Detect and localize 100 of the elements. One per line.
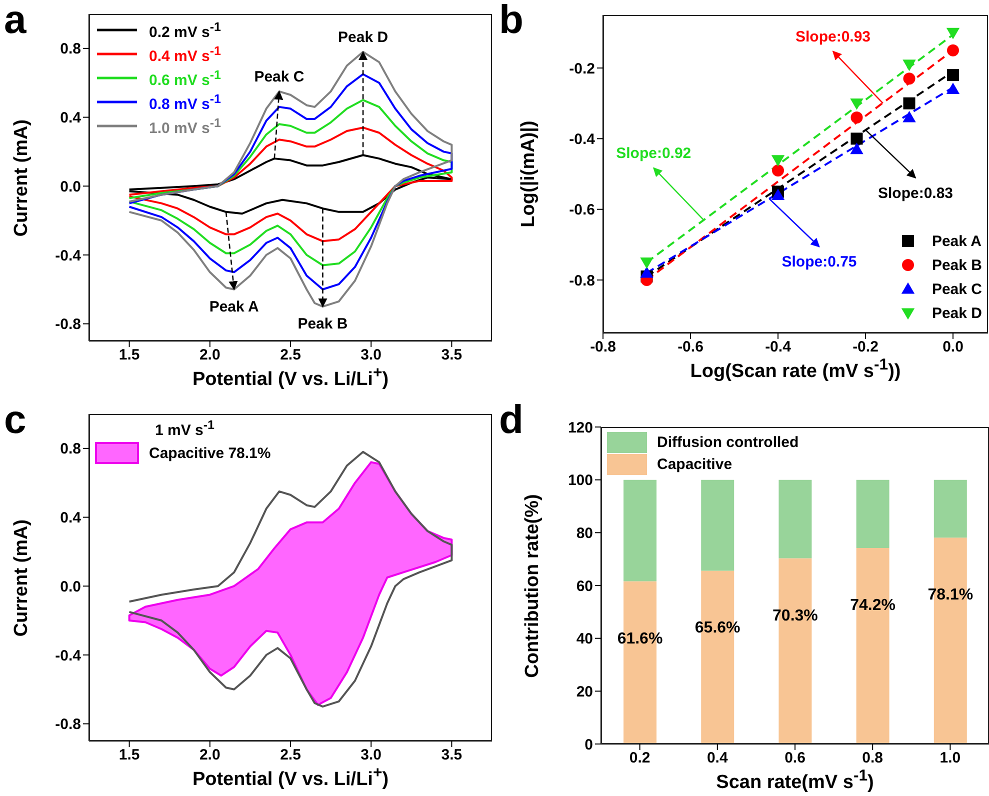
y-tick-label: 0.8 (60, 40, 81, 58)
point (850, 111, 863, 124)
point (640, 266, 654, 278)
y-tick-label: 0.0 (60, 178, 81, 196)
annotation: Peak B (298, 316, 348, 333)
data-label: 78.1% (928, 586, 974, 604)
x-tick-label: 0.0 (942, 338, 964, 356)
y-tick-label: 100 (568, 472, 593, 490)
y-tick-label: -0.8 (55, 716, 81, 734)
point (903, 72, 916, 85)
y-tick-label: 0.8 (60, 440, 81, 458)
legend-label: Peak C (932, 280, 982, 298)
line-series (128, 154, 453, 215)
legend-label: Peak D (932, 304, 982, 322)
bar (934, 480, 967, 538)
x-tick-label: 3.0 (360, 746, 382, 764)
y-axis-title: Current (mA) (11, 518, 32, 636)
annotation: Slope:0.83 (878, 184, 954, 202)
y-tick-label: 40 (576, 630, 593, 648)
legend-label: Diffusion controlled (657, 434, 799, 450)
y-tick-label: -0.4 (569, 130, 596, 148)
y-tick-label: -0.6 (569, 202, 595, 219)
bar (856, 480, 890, 548)
x-axis-title: Potential (V vs. Li/Li$^{+}$) (192, 765, 389, 790)
legend-label: 0.4 mV s$^{-1}$ (149, 44, 221, 64)
point (946, 82, 960, 94)
point (850, 142, 864, 154)
legend-label: Peak B (932, 256, 982, 274)
y-axis-title: Log(|i(mA)|) (518, 120, 539, 228)
legend-title: 1 mV s$^{-1}$ (155, 418, 214, 439)
x-tick-label: -0.4 (765, 338, 792, 356)
legend-label: 0.2 mV s$^{-1}$ (149, 20, 221, 40)
x-axis-title: Scan rate(mV s$^{-1}$) (716, 768, 874, 794)
legend-label: Capacitive 78.1% (149, 444, 271, 462)
y-tick-label: 0.4 (60, 510, 82, 527)
x-tick-label: 3.5 (441, 746, 462, 764)
annotation: Slope:0.75 (782, 254, 857, 271)
x-axis-title: Log(Scan rate (mV s$^{-1}$)) (690, 357, 901, 382)
y-tick-label: 80 (576, 524, 593, 542)
x-tick-label: 3.0 (360, 346, 382, 364)
point (902, 60, 916, 72)
y-tick-label: 0.0 (60, 578, 81, 596)
legend-label: 1.0 mV s$^{-1}$ (149, 116, 221, 136)
y-tick-label: 0.4 (60, 110, 82, 127)
legend-label: Peak A (932, 232, 982, 250)
x-axis-title: Potential (V vs. Li/Li$^{+}$) (192, 365, 389, 390)
point (947, 69, 959, 82)
data-label: 65.6% (694, 620, 740, 637)
chart-title: d (499, 398, 524, 442)
x-tick-label: 2.5 (280, 346, 301, 364)
annotation: Slope:0.93 (795, 28, 871, 46)
annotation: Peak D (338, 28, 388, 46)
y-tick-label: -0.8 (569, 272, 595, 290)
point (771, 188, 785, 200)
annotation: Peak A (209, 298, 259, 316)
chart-title: b (499, 0, 524, 42)
y-tick-label: -0.8 (55, 316, 81, 334)
y-tick-label: -0.2 (569, 60, 595, 78)
chart-title: a (4, 0, 26, 42)
point (850, 132, 863, 145)
x-tick-label: 0.4 (706, 750, 728, 767)
y-tick-label: 60 (576, 578, 593, 595)
y-tick-label: 0 (584, 736, 593, 754)
point (902, 110, 916, 122)
x-tick-label: 2.5 (280, 746, 301, 764)
y-tick-label: -0.4 (55, 247, 82, 264)
point (772, 164, 784, 176)
data-label: 61.6% (617, 630, 663, 648)
y-tick-label: 20 (576, 683, 593, 700)
point (771, 155, 785, 166)
point (640, 258, 654, 269)
bar (778, 480, 812, 558)
y-tick-label: 120 (568, 419, 593, 436)
x-tick-label: 3.5 (441, 346, 462, 364)
annotation: Peak C (254, 68, 304, 86)
chart-title: c (4, 398, 26, 442)
bar (701, 480, 734, 571)
x-tick-label: -0.6 (678, 338, 704, 356)
x-tick-label: 1.0 (940, 750, 961, 767)
point (903, 97, 916, 110)
bar (624, 480, 657, 582)
x-tick-label: 1.5 (118, 746, 140, 764)
point (850, 98, 864, 110)
point (946, 28, 960, 40)
data-label: 70.3% (772, 607, 818, 624)
point (947, 44, 959, 56)
data-label: 74.2% (850, 596, 896, 614)
x-tick-label: 0.6 (784, 750, 806, 767)
legend-label: 0.6 mV s$^{-1}$ (149, 68, 221, 88)
x-tick-label: 0.2 (629, 750, 650, 767)
legend-label: 0.8 mV s$^{-1}$ (149, 92, 221, 112)
annotation: Slope:0.92 (616, 144, 692, 162)
x-tick-label: -0.2 (852, 338, 878, 356)
y-axis-title: Current (mA) (11, 118, 32, 236)
x-tick-label: 2.0 (199, 746, 220, 764)
x-tick-label: -0.8 (590, 338, 616, 356)
x-tick-label: 1.5 (118, 346, 140, 364)
x-tick-label: 2.0 (199, 346, 220, 364)
y-axis-title: Contribution rate(%) (522, 494, 543, 678)
legend-label: Capacitive (657, 456, 732, 472)
